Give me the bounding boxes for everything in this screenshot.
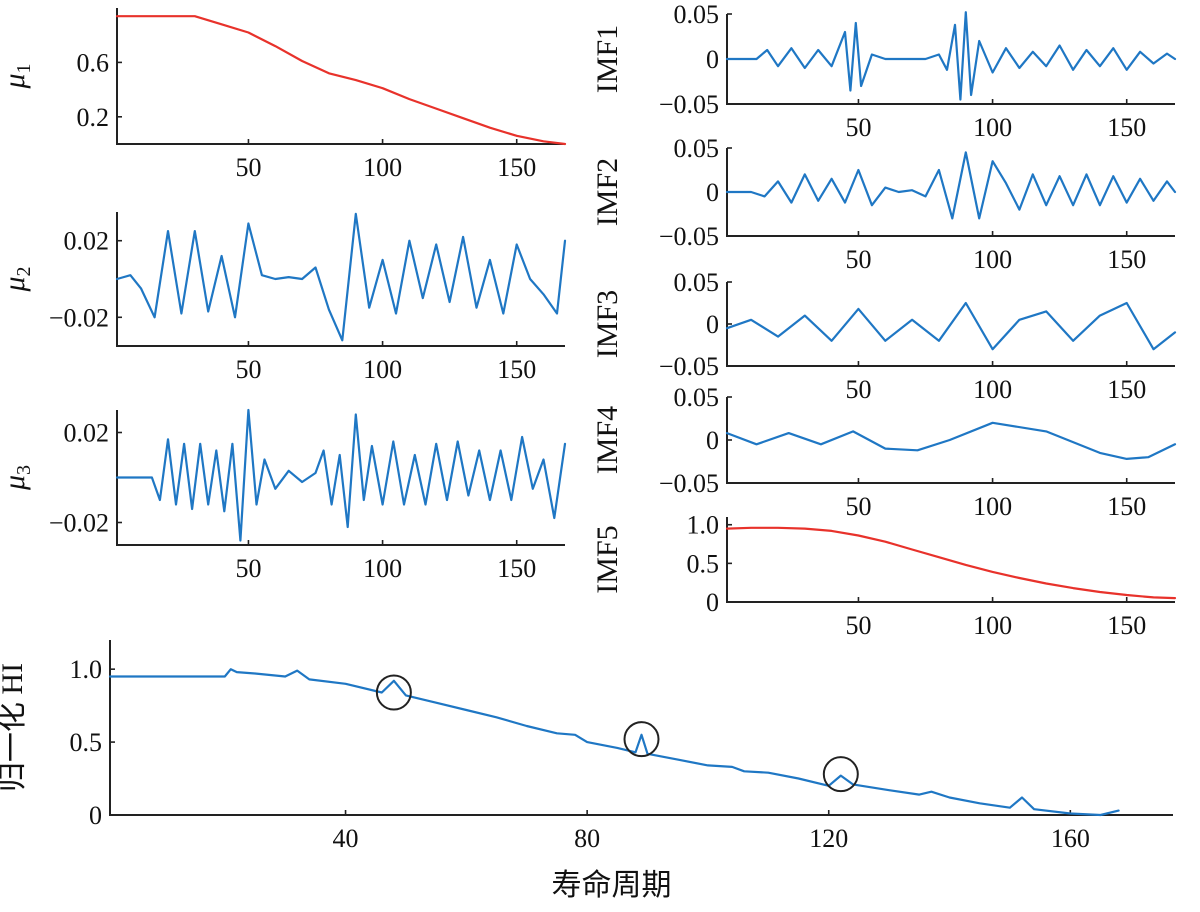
panel-mu1: 50 100 150 0.2 0.6 μ1 <box>0 8 567 182</box>
imf5-ytick-label: 1.0 <box>687 511 720 540</box>
hi-highlight-circle <box>375 674 412 711</box>
imf3-xtick-label: 50 <box>845 375 871 404</box>
mu2-axes <box>116 212 565 347</box>
panel-imf2: 50 100 150 −0.05 0 0.05 IMF2 <box>591 134 1177 274</box>
panel-mu2: 50 100 150 −0.02 0.02 μ2 <box>0 212 567 384</box>
imf2-axes <box>726 148 1175 237</box>
imf3-ytick-label: −0.05 <box>659 352 719 381</box>
imf1-ytick-label: 0.05 <box>674 0 720 29</box>
panel-imf3: 50 100 150 −0.05 0 0.05 IMF3 <box>591 268 1177 404</box>
imf2-xtick-label: 100 <box>973 245 1012 274</box>
imf3-series-line <box>725 301 1177 351</box>
mu3-xtick-label: 150 <box>497 554 536 583</box>
mu3-series-line <box>115 408 567 542</box>
hi-xtick-label: 40 <box>333 824 359 853</box>
imf5-axes <box>726 517 1175 603</box>
imf3-xtick-label: 100 <box>973 375 1012 404</box>
mu3-ytick-label: −0.02 <box>49 509 109 538</box>
imf3-ytick-label: 0 <box>706 310 719 339</box>
mu1-ylabel: μ1 <box>0 63 35 89</box>
imf5-ytick-label: 0 <box>706 588 719 617</box>
mu3-axes <box>116 410 565 546</box>
panel-mu3: 50 100 150 −0.02 0.02 μ3 <box>0 408 567 583</box>
mu3-ylabel: μ3 <box>0 465 35 491</box>
imf4-xtick-label: 150 <box>1107 492 1146 521</box>
hi-xlabel: 寿命周期 <box>552 869 672 902</box>
mu2-ylabel: μ2 <box>0 266 35 292</box>
mu2-xtick-label: 150 <box>497 355 536 384</box>
imf1-xtick-label: 100 <box>973 113 1012 142</box>
hi-xtick-label: 120 <box>809 824 848 853</box>
imf1-xtick-label: 150 <box>1107 113 1146 142</box>
hi-xtick-label: 80 <box>574 824 600 853</box>
mu2-ytick-label: 0.02 <box>64 227 110 256</box>
hi-xtick-label: 160 <box>1051 824 1090 853</box>
imf5-xtick-label: 100 <box>973 611 1012 640</box>
mu2-series-line <box>115 212 567 342</box>
mu3-xtick-label: 50 <box>235 554 261 583</box>
imf1-ylabel: IMF1 <box>591 25 624 93</box>
imf1-ytick-label: 0 <box>706 45 719 74</box>
imf1-axes <box>726 14 1175 105</box>
hi-highlight-circle <box>822 756 859 793</box>
imf5-xtick-label: 50 <box>845 611 871 640</box>
panel-imf1: 50 100 150 −0.05 0 0.05 IMF1 <box>591 0 1177 142</box>
mu2-ytick-label: −0.02 <box>49 303 109 332</box>
panel-imf5: 50 100 150 0 0.5 1.0 IMF5 <box>591 511 1177 640</box>
imf4-series-line <box>725 421 1177 460</box>
mu1-ytick-label: 0.6 <box>77 48 110 77</box>
imf2-ytick-label: −0.05 <box>659 222 719 251</box>
imf1-ytick-label: −0.05 <box>659 90 719 119</box>
imf5-xtick-label: 150 <box>1107 611 1146 640</box>
mu2-xtick-label: 100 <box>363 355 402 384</box>
imf4-ylabel: IMF4 <box>591 406 624 474</box>
mu1-xtick-label: 50 <box>235 153 261 182</box>
imf4-xtick-label: 100 <box>973 492 1012 521</box>
mu1-series-line <box>115 15 567 146</box>
imf2-xtick-label: 150 <box>1107 245 1146 274</box>
imf3-ylabel: IMF3 <box>591 290 624 358</box>
panel-hi: 40 80 120 160 0 0.5 1.0 归一化 HI 寿命周期 <box>0 640 1173 902</box>
imf2-series-line <box>725 151 1177 220</box>
hi-ytick-label: 0.5 <box>70 728 103 757</box>
imf2-ylabel: IMF2 <box>591 158 624 226</box>
imf1-xtick-label: 50 <box>845 113 871 142</box>
mu1-axes <box>116 8 565 145</box>
imf2-ytick-label: 0.05 <box>674 134 720 163</box>
mu1-xtick-label: 100 <box>363 153 402 182</box>
mu3-ytick-label: 0.02 <box>64 419 110 448</box>
hi-ytick-label: 1.0 <box>70 655 103 684</box>
imf4-ytick-label: −0.05 <box>659 469 719 498</box>
imf5-series-line <box>725 526 1177 600</box>
hi-series-line <box>108 668 1120 817</box>
mu3-xtick-label: 100 <box>363 554 402 583</box>
hi-axes <box>109 640 1173 816</box>
imf2-ytick-label: 0 <box>706 178 719 207</box>
imf5-ylabel: IMF5 <box>591 525 624 593</box>
imf2-xtick-label: 50 <box>845 245 871 274</box>
imf4-ytick-label: 0.05 <box>674 383 720 412</box>
imf4-xtick-label: 50 <box>845 492 871 521</box>
imf4-ytick-label: 0 <box>706 426 719 455</box>
imf5-ytick-label: 0.5 <box>687 549 720 578</box>
panel-imf4: 50 100 150 −0.05 0 0.05 IMF4 <box>591 383 1177 521</box>
imf1-series-line <box>725 11 1177 101</box>
hi-highlight-circle <box>623 721 660 758</box>
hi-ylabel: 归一化 HI <box>0 663 29 792</box>
mu2-xtick-label: 50 <box>235 355 261 384</box>
imf3-xtick-label: 150 <box>1107 375 1146 404</box>
imf3-ytick-label: 0.05 <box>674 268 720 297</box>
hi-ytick-label: 0 <box>89 801 102 830</box>
mu1-ytick-label: 0.2 <box>77 103 110 132</box>
mu1-xtick-label: 150 <box>497 153 536 182</box>
